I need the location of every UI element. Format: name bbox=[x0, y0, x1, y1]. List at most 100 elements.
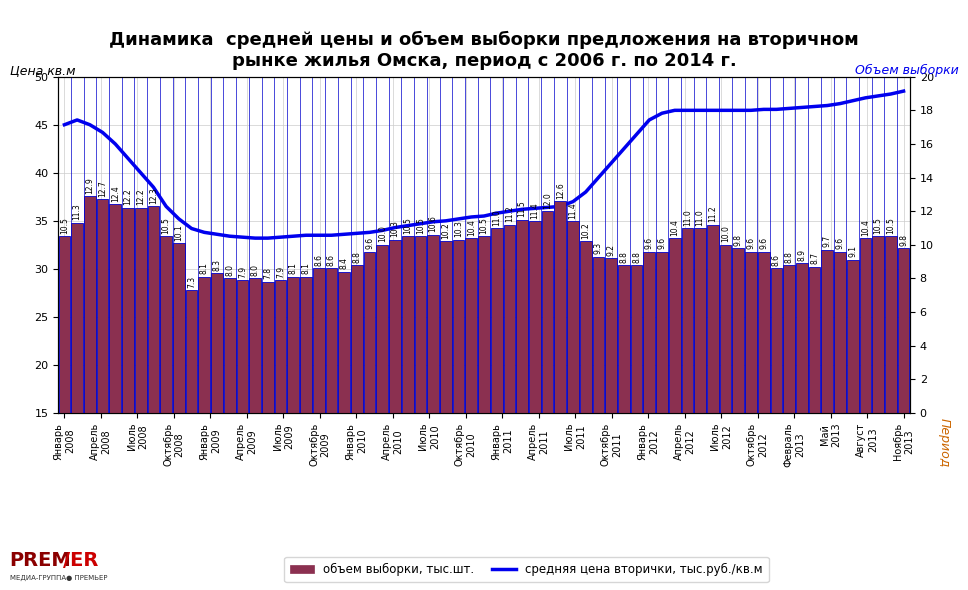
Bar bbox=[681, 228, 693, 413]
Text: 8.8: 8.8 bbox=[785, 251, 794, 263]
Bar bbox=[161, 237, 172, 413]
Bar bbox=[631, 265, 643, 413]
Text: 11.0: 11.0 bbox=[492, 209, 501, 225]
Text: PREM: PREM bbox=[10, 551, 72, 570]
Text: МЕДИА-ГРУППА● ПРЕМЬЕР: МЕДИА-ГРУППА● ПРЕМЬЕР bbox=[10, 575, 107, 581]
Bar bbox=[147, 206, 160, 413]
Bar bbox=[618, 265, 630, 413]
Bar bbox=[211, 273, 223, 413]
Bar bbox=[605, 258, 617, 413]
Text: 7.3: 7.3 bbox=[187, 276, 197, 288]
Text: 10.0: 10.0 bbox=[721, 225, 730, 242]
Bar bbox=[707, 225, 718, 413]
Bar bbox=[414, 237, 426, 413]
Text: 10.5: 10.5 bbox=[874, 217, 883, 234]
Bar bbox=[580, 241, 591, 413]
Bar bbox=[186, 290, 197, 413]
Bar bbox=[97, 199, 108, 413]
Bar bbox=[478, 237, 490, 413]
Bar bbox=[783, 265, 795, 413]
Bar bbox=[427, 235, 439, 413]
Text: 7.9: 7.9 bbox=[276, 266, 285, 278]
Text: 10.5: 10.5 bbox=[404, 217, 412, 234]
Text: 10.1: 10.1 bbox=[174, 224, 183, 241]
Text: 10.5: 10.5 bbox=[162, 217, 170, 234]
Text: 8.4: 8.4 bbox=[340, 257, 348, 269]
Bar bbox=[84, 196, 96, 413]
Bar bbox=[440, 241, 452, 413]
Text: 12.2: 12.2 bbox=[136, 189, 145, 205]
Bar bbox=[287, 277, 299, 413]
Text: 9.8: 9.8 bbox=[734, 234, 742, 245]
Bar bbox=[745, 251, 757, 413]
Bar bbox=[796, 263, 807, 413]
Text: 10.2: 10.2 bbox=[441, 222, 450, 239]
Bar bbox=[135, 208, 146, 413]
Bar bbox=[808, 267, 821, 413]
Text: 8.0: 8.0 bbox=[251, 264, 259, 276]
Legend: объем выборки, тыс.шт., средняя цена вторички, тыс.руб./кв.м: объем выборки, тыс.шт., средняя цена вто… bbox=[285, 557, 769, 582]
Text: 9.8: 9.8 bbox=[899, 234, 908, 245]
Bar bbox=[313, 268, 324, 413]
Text: 7.9: 7.9 bbox=[238, 266, 247, 278]
Bar bbox=[325, 268, 337, 413]
Text: 9.6: 9.6 bbox=[759, 237, 769, 249]
Bar bbox=[872, 237, 884, 413]
Text: 8.8: 8.8 bbox=[352, 251, 361, 263]
Text: 10.5: 10.5 bbox=[887, 217, 895, 234]
Text: 10.6: 10.6 bbox=[429, 215, 438, 232]
Text: 9.3: 9.3 bbox=[594, 242, 603, 254]
Bar bbox=[453, 240, 465, 413]
Text: 12.6: 12.6 bbox=[556, 182, 564, 199]
Text: 12.9: 12.9 bbox=[85, 177, 94, 194]
Text: 9.6: 9.6 bbox=[645, 237, 653, 249]
Text: Цена кв.м: Цена кв.м bbox=[10, 64, 76, 77]
Bar bbox=[364, 251, 376, 413]
Bar bbox=[694, 228, 706, 413]
Text: 11.0: 11.0 bbox=[696, 209, 705, 225]
Text: 12.2: 12.2 bbox=[124, 189, 133, 205]
Text: 10.4: 10.4 bbox=[467, 219, 476, 235]
Bar bbox=[758, 251, 770, 413]
Text: 11.5: 11.5 bbox=[518, 201, 527, 217]
Bar bbox=[402, 237, 413, 413]
Bar bbox=[720, 245, 732, 413]
Bar bbox=[669, 238, 681, 413]
Bar bbox=[109, 205, 121, 413]
Bar bbox=[262, 282, 274, 413]
Bar bbox=[491, 228, 502, 413]
Text: 8.0: 8.0 bbox=[226, 264, 234, 276]
Text: 8.1: 8.1 bbox=[199, 263, 209, 274]
Text: 10.5: 10.5 bbox=[60, 217, 69, 234]
Bar bbox=[250, 278, 261, 413]
Text: 10.3: 10.3 bbox=[390, 221, 400, 237]
Text: 8.9: 8.9 bbox=[798, 249, 806, 261]
Bar bbox=[300, 277, 312, 413]
Title: Динамика  средней цены и объем выборки предложения на вторичном
рынке жилья Омск: Динамика средней цены и объем выборки пр… bbox=[109, 31, 859, 70]
Text: 9.6: 9.6 bbox=[365, 237, 374, 249]
Bar bbox=[198, 277, 210, 413]
Text: Объем выборки: Объем выборки bbox=[855, 64, 958, 77]
Bar bbox=[224, 278, 235, 413]
Text: 8.6: 8.6 bbox=[771, 254, 781, 266]
Text: 10.2: 10.2 bbox=[581, 222, 590, 239]
Text: 10.3: 10.3 bbox=[454, 221, 463, 237]
Bar bbox=[822, 250, 833, 413]
Text: 8.3: 8.3 bbox=[213, 259, 222, 271]
Bar bbox=[860, 238, 871, 413]
Text: 8.7: 8.7 bbox=[810, 252, 819, 264]
Bar bbox=[656, 251, 668, 413]
Bar bbox=[834, 251, 846, 413]
Bar bbox=[567, 221, 579, 413]
Bar bbox=[351, 265, 363, 413]
Text: 10.4: 10.4 bbox=[670, 219, 680, 235]
Text: 12.7: 12.7 bbox=[98, 180, 107, 197]
Bar bbox=[275, 280, 287, 413]
Text: 9.6: 9.6 bbox=[835, 237, 844, 249]
Bar bbox=[733, 248, 744, 413]
Text: 8.1: 8.1 bbox=[288, 263, 298, 274]
Text: 9.1: 9.1 bbox=[848, 245, 858, 257]
Text: 11.3: 11.3 bbox=[73, 204, 81, 221]
Bar bbox=[466, 238, 477, 413]
Text: 10.5: 10.5 bbox=[416, 217, 425, 234]
